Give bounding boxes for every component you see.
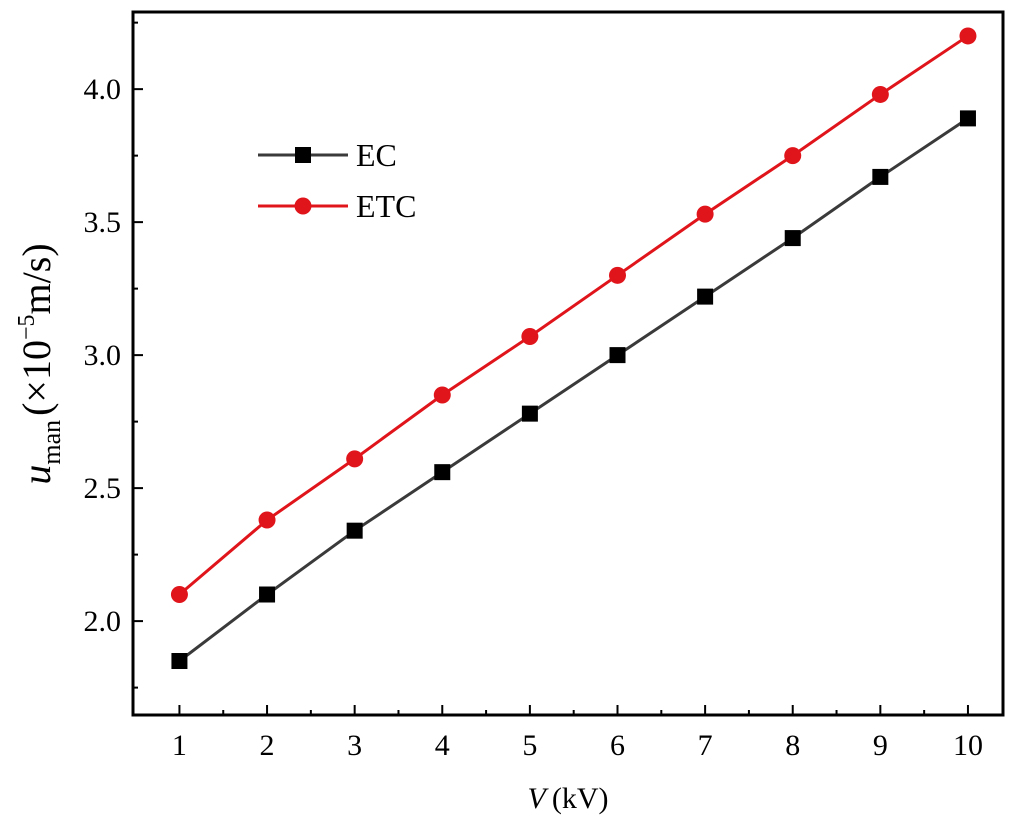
data-point [434,464,451,481]
legend: EC ETC [258,137,416,224]
data-point [697,288,714,305]
data-point [871,85,889,103]
data-point [346,522,363,539]
series-line [178,117,969,663]
x-axis-label: V (kV) [528,782,609,815]
x-tick-label: 7 [698,729,713,762]
data-point [171,653,188,670]
data-point [696,205,714,223]
y-axis-label: uman(×10−5m/s) [14,243,66,484]
y-tick-label: 2.0 [84,605,122,638]
plot-frame [131,10,1005,717]
x-tick-label: 6 [610,729,625,762]
x-tick-label: 8 [785,729,800,762]
y-tick-label: 3.5 [84,206,122,239]
data-point [521,405,538,422]
data-point [784,230,801,247]
legend-marker [294,197,312,215]
x-tick-label: 4 [435,729,450,762]
x-tick-label: 2 [260,729,275,762]
x-tick-label: 3 [347,729,362,762]
data-point [433,386,451,404]
legend-label: EC [356,137,397,173]
x-tick-label: 10 [953,729,983,762]
data-point [258,511,276,529]
data-point [784,147,802,165]
data-point [609,347,626,364]
legend-marker [295,147,311,163]
y-tick-label: 3.0 [84,339,122,372]
x-tick-label: 1 [172,729,187,762]
series-etc [170,27,977,604]
x-tick-label: 5 [522,729,537,762]
data-point [609,266,627,284]
series-line [178,34,969,596]
data-point [872,168,889,185]
series-ec [171,110,976,670]
legend-label: ETC [356,188,416,224]
x-tick-label: 9 [873,729,888,762]
data-point [170,586,188,604]
data-point [259,586,276,603]
data-point [959,27,977,45]
y-tick-label: 4.0 [84,73,122,106]
data-point [959,110,976,127]
data-point [346,450,364,468]
y-tick-label: 2.5 [84,472,122,505]
data-point [521,328,539,346]
